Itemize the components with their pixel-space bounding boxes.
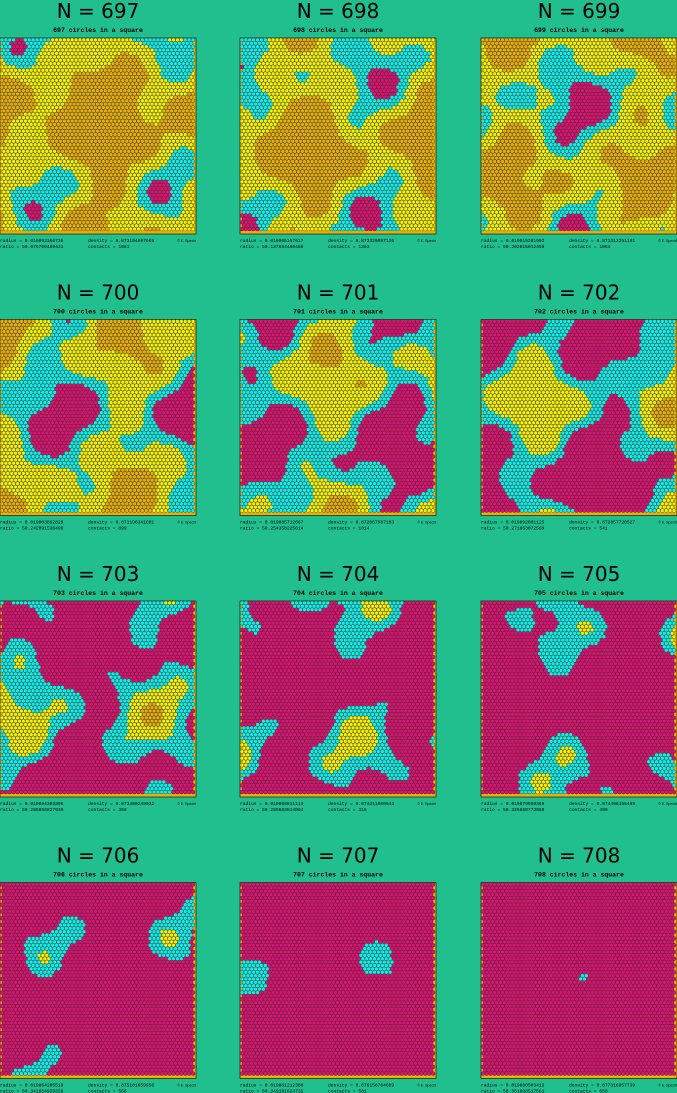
circle xyxy=(98,227,102,231)
circle xyxy=(55,227,59,231)
circle xyxy=(4,227,8,231)
credit: © E. Specht xyxy=(177,239,196,243)
circle xyxy=(39,227,43,231)
circles xyxy=(240,38,435,231)
circle xyxy=(23,227,27,231)
circle xyxy=(137,227,141,231)
circle xyxy=(152,227,156,231)
circle xyxy=(51,227,55,231)
circle xyxy=(62,227,66,231)
circle xyxy=(78,227,82,231)
circle xyxy=(70,227,74,231)
circle xyxy=(133,227,137,231)
circle xyxy=(168,227,172,231)
circle xyxy=(59,227,63,231)
circle xyxy=(144,227,148,231)
circle xyxy=(35,227,39,231)
circle xyxy=(43,227,47,231)
panel: N = 698698 circles in a squareradius = 0… xyxy=(240,0,436,250)
circle xyxy=(27,227,31,231)
circle xyxy=(179,227,183,231)
circle xyxy=(8,227,12,231)
circle xyxy=(31,227,35,231)
circle xyxy=(187,227,191,231)
circle xyxy=(125,227,129,231)
circle xyxy=(156,227,160,231)
circle xyxy=(74,227,78,231)
circle xyxy=(191,227,195,231)
circle xyxy=(172,227,176,231)
circle xyxy=(82,227,86,231)
footer-text: radius = 0.019993366736 xyxy=(0,238,64,244)
circle xyxy=(0,227,4,231)
circle xyxy=(105,227,109,231)
circle xyxy=(140,227,144,231)
panel-title: N = 697 xyxy=(57,0,140,23)
circle xyxy=(113,227,117,231)
circle xyxy=(183,227,187,231)
circle xyxy=(12,227,16,231)
circle xyxy=(148,227,152,231)
footer-text: density = 0.873194997669 xyxy=(88,238,154,244)
circle xyxy=(176,227,180,231)
circle xyxy=(16,227,20,231)
circle xyxy=(160,227,164,231)
circle xyxy=(20,227,24,231)
circle xyxy=(101,227,105,231)
panel-subtitle: 697 circles in a square xyxy=(53,27,143,34)
circle xyxy=(90,227,94,231)
circle xyxy=(86,227,90,231)
circles xyxy=(0,38,195,231)
panel: N = 697 697 circles in a square radius = 0… xyxy=(0,0,196,250)
panel-title: N = 698 xyxy=(297,0,380,23)
panel-subtitle: 698 circles in a square xyxy=(293,27,383,34)
circle xyxy=(66,227,70,231)
circle xyxy=(121,227,125,231)
circle xyxy=(117,227,121,231)
footer-text: ratio = 50.076700469431 xyxy=(0,244,64,250)
page: N = 697 697 circles in a square radius = 0… xyxy=(0,0,677,1093)
circle xyxy=(164,227,168,231)
circle xyxy=(47,227,51,231)
circle xyxy=(129,227,133,231)
circle xyxy=(94,227,98,231)
circle xyxy=(109,227,113,231)
footer-text: contacts = 1061 xyxy=(88,244,130,250)
